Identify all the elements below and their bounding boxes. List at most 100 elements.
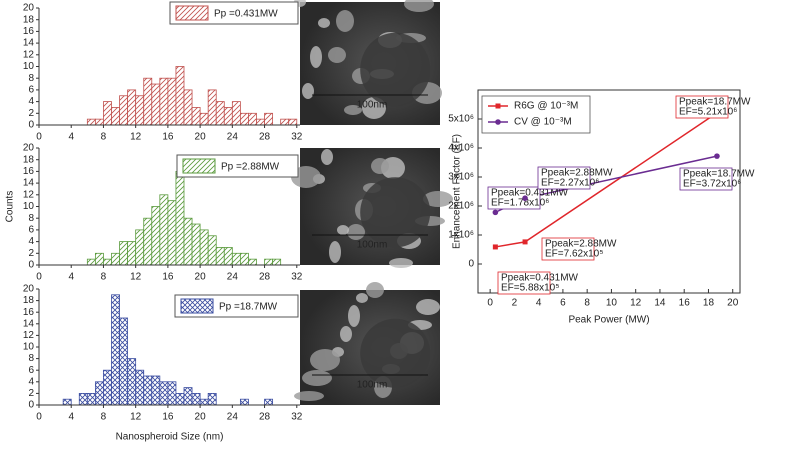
x-tick-label: 16 xyxy=(162,412,174,423)
x-tick-label: 2 xyxy=(512,298,518,309)
x-tick-label: 6 xyxy=(560,298,566,309)
sem-images: 100nm 100nm 100nm xyxy=(291,0,453,405)
annotation-text: Ppeak=2.88MW xyxy=(541,168,613,179)
annotation-text: EF=5.21x10⁶ xyxy=(679,107,737,118)
annotation-box xyxy=(487,186,541,210)
y-tick-label: 14 xyxy=(23,318,35,329)
legend-label: R6G @ 10⁻³M xyxy=(514,101,578,112)
x-tick-label: 16 xyxy=(162,272,174,283)
particle xyxy=(294,391,324,401)
particle xyxy=(321,149,333,165)
histogram-bar xyxy=(119,241,129,266)
x-axis-title: Peak Power (MW) xyxy=(568,315,649,326)
legend-swatch xyxy=(180,298,214,314)
legend-marker xyxy=(495,103,501,109)
y-tick-label: 2 xyxy=(28,388,34,399)
y-tick-label: 16 xyxy=(23,307,35,318)
y-tick-label: 3x10⁶ xyxy=(448,172,474,183)
histogram-bar xyxy=(111,107,120,126)
y-tick-label: 4 xyxy=(28,376,34,387)
x-tick-label: 0 xyxy=(36,412,42,423)
histogram-bar xyxy=(78,392,88,406)
dark-region xyxy=(360,177,431,248)
histogram-bar xyxy=(175,170,185,266)
particle xyxy=(310,349,340,371)
histogram-bar xyxy=(143,217,153,266)
histogram-bar xyxy=(135,369,145,406)
histogram-bar xyxy=(159,77,169,126)
annotation-box xyxy=(497,271,551,295)
histogram-bar xyxy=(167,200,177,266)
x-tick-label: 24 xyxy=(227,412,239,423)
x-tick-label: 16 xyxy=(679,298,691,309)
y-tick-label: 14 xyxy=(23,38,35,49)
x-tick-label: 28 xyxy=(259,272,271,283)
y-axis-title: Counts xyxy=(5,191,16,223)
y-tick-label: 6 xyxy=(28,85,34,96)
histogram-bar xyxy=(191,392,201,406)
x-axis-title: Nanospheroid Size (nm) xyxy=(116,432,224,443)
y-tick-label: 12 xyxy=(23,189,35,200)
histogram-bar xyxy=(191,107,201,126)
histogram-bar xyxy=(239,112,249,126)
x-tick-label: 0 xyxy=(36,272,42,283)
point xyxy=(522,239,528,245)
annotation-text: EF=5.88x10⁵ xyxy=(501,283,559,294)
histogram-bar xyxy=(215,101,225,126)
y-tick-label: 6 xyxy=(28,225,34,236)
x-tick-label: 8 xyxy=(584,298,590,309)
histogram-bar xyxy=(264,112,274,126)
histogram-bar xyxy=(199,229,209,266)
legend-label: Pp =0.431MW xyxy=(214,9,278,20)
x-tick-label: 8 xyxy=(101,412,107,423)
y-tick-label: 4 xyxy=(28,236,34,247)
particle xyxy=(389,258,413,268)
particle xyxy=(416,299,440,315)
dark-region xyxy=(360,318,431,388)
histogram-bar xyxy=(94,381,104,406)
legend-swatch xyxy=(182,158,216,174)
y-tick-label: 4 xyxy=(28,96,34,107)
histogram-bar xyxy=(167,381,177,406)
y-tick-label: 18 xyxy=(23,154,35,165)
x-tick-label: 20 xyxy=(195,272,207,283)
histogram-bar xyxy=(86,258,96,266)
y-tick-label: 20 xyxy=(23,284,35,295)
annotation-text: Ppeak=18.7MW xyxy=(679,97,751,108)
histogram-bar xyxy=(151,375,161,406)
histogram-bar xyxy=(248,258,257,266)
histogram-bar xyxy=(223,107,233,126)
annotation-text: Ppeak=0.431MW xyxy=(491,188,569,199)
x-tick-label: 24 xyxy=(227,132,239,143)
histogram-bar xyxy=(103,369,112,406)
particle xyxy=(356,293,368,303)
x-tick-label: 32 xyxy=(291,132,303,143)
histogram-bar xyxy=(207,89,217,126)
y-tick-label: 5x10⁶ xyxy=(448,114,474,125)
histogram-bar xyxy=(248,112,257,126)
y-tick-label: 4x10⁶ xyxy=(448,143,474,154)
histogram-bar xyxy=(143,375,153,406)
scale-bar-label: 100nm xyxy=(357,100,388,111)
x-tick-label: 4 xyxy=(536,298,542,309)
point xyxy=(714,153,720,159)
histogram-bar xyxy=(175,392,185,406)
histogram-bar xyxy=(94,252,104,266)
annotation-box xyxy=(675,95,729,119)
histogram-bar xyxy=(183,217,193,266)
histogram-bar xyxy=(167,77,177,126)
histogram-bar xyxy=(239,398,249,406)
histogram-bar xyxy=(86,392,96,406)
x-tick-label: 4 xyxy=(68,272,74,283)
x-tick-label: 28 xyxy=(259,132,271,143)
y-tick-label: 8 xyxy=(28,213,34,224)
histogram-bar xyxy=(272,258,282,266)
x-tick-label: 16 xyxy=(162,132,174,143)
y-tick-label: 0 xyxy=(468,259,474,270)
histogram-bar xyxy=(94,118,104,126)
particle xyxy=(344,105,362,115)
point xyxy=(492,244,498,250)
legend-swatch xyxy=(175,5,209,21)
x-tick-label: 32 xyxy=(291,412,303,423)
x-tick-label: 4 xyxy=(68,412,74,423)
